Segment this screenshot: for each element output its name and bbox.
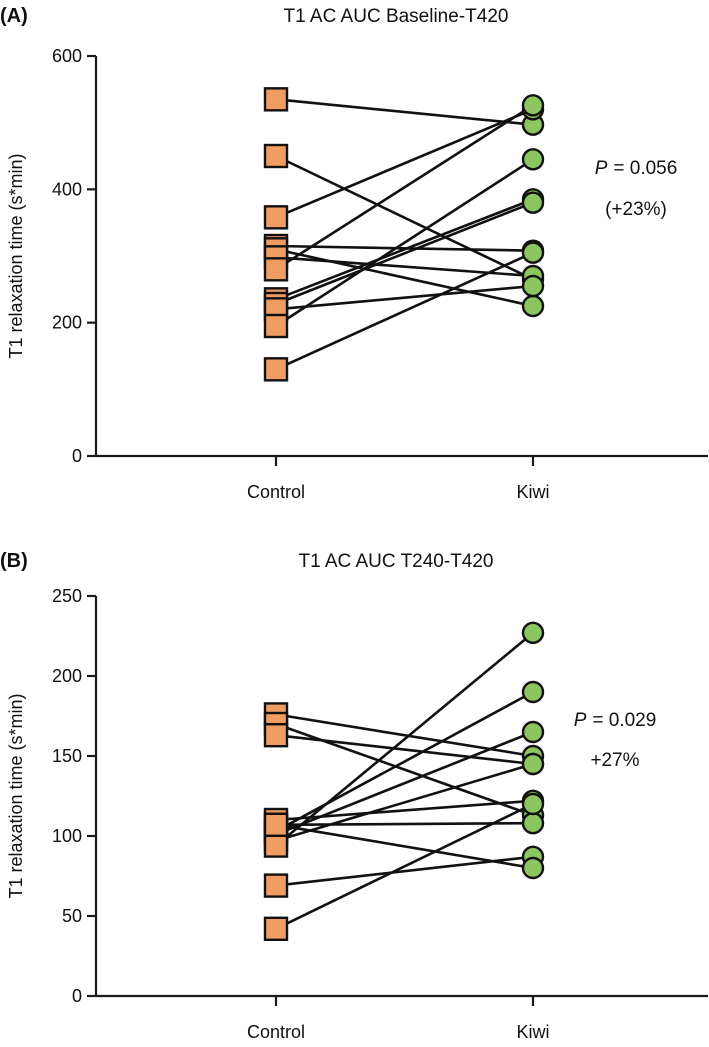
panel-b-kiwi-point	[521, 812, 545, 835]
panel-a-y-tick-label: 0	[72, 446, 82, 466]
panel-a-pair-line	[275, 201, 534, 306]
panel-b-y-tick-label: 0	[72, 986, 82, 1006]
panel-a-control-point	[263, 313, 289, 339]
panel-a-control-point	[263, 205, 289, 230]
panel-b-pair-line	[275, 762, 534, 843]
panel-b-kiwi-point	[521, 792, 545, 816]
panel-b-control-point	[263, 812, 289, 837]
panel-b-y-tick-label: 250	[52, 586, 82, 606]
panel-b-kiwi-point	[521, 720, 545, 744]
panel-a-y-tick-label: 600	[52, 46, 82, 66]
panel-a-kiwi-point	[521, 294, 545, 318]
panel-a-control-point	[263, 87, 289, 112]
panel-b-y-tick-label: 100	[52, 826, 82, 846]
panel-a-pair-line	[275, 198, 534, 301]
panel-b-kiwi-point	[521, 621, 545, 644]
panel-a-x-label-kiwi: Kiwi	[516, 482, 549, 502]
panel-a-x-label-control: Control	[247, 482, 305, 502]
panel-a-p-value: P = 0.056	[595, 158, 678, 179]
panel-b-y-tick-label: 50	[62, 906, 82, 926]
panel-a-pair-line	[275, 104, 534, 271]
panel-a-y-tick-label: 200	[52, 313, 82, 333]
panel-a-label: (A)	[0, 5, 28, 27]
panel-a-kiwi-point	[521, 191, 545, 214]
panel-a-control-point	[263, 257, 289, 282]
panel-b-title: T1 AC AUC T240-T420	[298, 551, 493, 572]
panel-a-control-point	[263, 143, 289, 169]
panel-b-pair-line	[275, 823, 534, 870]
panel-a-control-point	[263, 357, 289, 382]
panel-b-p-value: P = 0.029	[574, 710, 657, 731]
panel-b-control-point	[263, 873, 289, 898]
panel-b-y-tick-label: 150	[52, 746, 82, 766]
panel-a-y-axis-label: T1 relaxation time (s*min)	[6, 153, 26, 358]
panel-b-y-tick-label: 200	[52, 666, 82, 686]
panel-b-pair-line	[275, 730, 534, 836]
panel-a-pair-line	[275, 251, 534, 371]
panel-a-kiwi-point	[521, 274, 545, 298]
panel-b-change: +27%	[590, 750, 639, 771]
panel-a-pair-line	[275, 98, 534, 126]
panel-b-kiwi-point	[521, 856, 545, 880]
panel-b-control-point	[263, 916, 289, 941]
panel-a-pair-line	[275, 154, 534, 281]
panel-b-p-symbol: P	[574, 710, 587, 731]
panel-b-p-text: = 0.029	[592, 710, 656, 731]
panel-a-p-symbol: P	[595, 158, 608, 179]
panel-b-kiwi-point	[521, 752, 545, 776]
panel-a-y-tick-label: 400	[52, 179, 82, 199]
panel-a-pair-line	[275, 158, 534, 328]
panel-b-pair-line	[275, 802, 534, 930]
panel-a-kiwi-point	[521, 94, 545, 117]
panel-a-kiwi-point	[521, 241, 545, 264]
panel-a-p-text: = 0.056	[613, 158, 677, 179]
panel-b-y-axis-label: T1 relaxation time (s*min)	[6, 693, 26, 898]
panel-a-kiwi-point	[521, 148, 545, 171]
panel-b-control-point	[263, 723, 289, 748]
panel-a: (A) T1 AC AUC Baseline-T420 T1 relaxatio…	[0, 5, 708, 502]
panel-b-control-point	[263, 833, 289, 858]
panel-b-x-label-control: Control	[247, 1022, 305, 1042]
panel-a-pair-line	[275, 284, 534, 311]
panel-b-pair-line	[275, 690, 534, 833]
panel-b: (B) T1 AC AUC T240-T420 T1 relaxation ti…	[0, 550, 708, 1042]
panel-a-change: (+23%)	[605, 199, 667, 220]
panel-b-pair-line	[275, 733, 534, 766]
panel-a-pair-line	[275, 248, 534, 308]
panel-b-pair-line	[275, 631, 534, 847]
panel-b-label: (B)	[0, 550, 28, 572]
panel-b-x-label-kiwi: Kiwi	[516, 1022, 549, 1042]
panel-b-kiwi-point	[521, 680, 545, 704]
panel-a-title: T1 AC AUC Baseline-T420	[284, 6, 509, 27]
panel-a-pair-line	[275, 108, 534, 219]
